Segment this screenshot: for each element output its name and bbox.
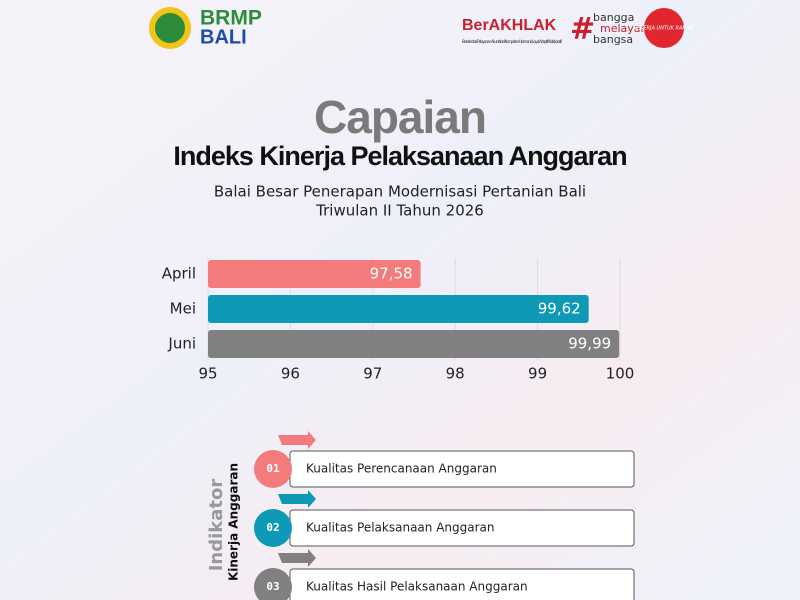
indicator-heading: Indikator [206, 479, 227, 572]
logo-text: BRMP [200, 7, 262, 30]
chart: 95 96 97 98 99 100 April 97,58 Mei 99,62 Juni 99,99 [162, 258, 635, 383]
indicator-circle [254, 568, 292, 600]
indicator-label: Kualitas Perencanaan Anggaran [306, 462, 497, 476]
x-tick-label: 98 [446, 365, 465, 383]
berakhlak: BerAKHLAK [462, 17, 557, 34]
value-label: 97,58 [370, 265, 413, 283]
bar [208, 260, 421, 288]
title: Capaian [314, 91, 486, 143]
caption: Balai Besar Penerapan Modernisasi Pertan… [214, 183, 586, 201]
category-label: Mei [170, 300, 196, 318]
slogan: bangga [593, 11, 634, 24]
caption: Triwulan II Tahun 2026 [315, 202, 484, 220]
logo-core [155, 13, 185, 43]
arrow [278, 431, 316, 449]
subtitle: Indeks Kinerja Pelaksanaan Anggaran [173, 141, 626, 171]
indicator-label: Kualitas Pelaksanaan Anggaran [306, 521, 494, 535]
value-label: 99,62 [538, 300, 581, 318]
value-label: 99,99 [568, 335, 611, 353]
bar [208, 330, 620, 358]
badge-text: BEKERJA UNTUK RAKYAT [634, 26, 696, 32]
indicator-circle [254, 450, 292, 488]
indicator-number: 03 [266, 580, 279, 593]
indicator-number: 01 [266, 462, 280, 475]
x-tick-label: 96 [281, 365, 300, 383]
badge [644, 8, 684, 48]
bar [208, 295, 589, 323]
indicators: Indikator Kinerja Anggaran 01 Kualitas Pe… [206, 431, 635, 600]
x-tick-label: 99 [528, 365, 547, 383]
x-tick-label: 97 [363, 365, 382, 383]
indicator-subheading: Kinerja Anggaran [227, 463, 241, 581]
slogan: melayani [600, 22, 651, 35]
category-label: Juni [167, 335, 196, 353]
x-tick-label: 100 [606, 365, 635, 383]
arrow [278, 490, 316, 508]
hash: # [570, 12, 595, 47]
x-tick-label: 95 [198, 365, 217, 383]
header: BRMP BALI BerAKHLAK Berorientasi Pelayan… [149, 7, 695, 49]
category-label: April [162, 265, 196, 283]
indicator-number: 02 [266, 521, 279, 534]
tagline: Berorientasi Pelayanan Akuntabel Kompete… [462, 39, 563, 44]
logo-text: BALI [200, 26, 247, 48]
arrow [278, 549, 316, 567]
indicator-circle [254, 509, 292, 547]
slogan: bangsa [593, 33, 633, 46]
indicator-label: Kualitas Hasil Pelaksanaan Anggaran [306, 580, 528, 594]
